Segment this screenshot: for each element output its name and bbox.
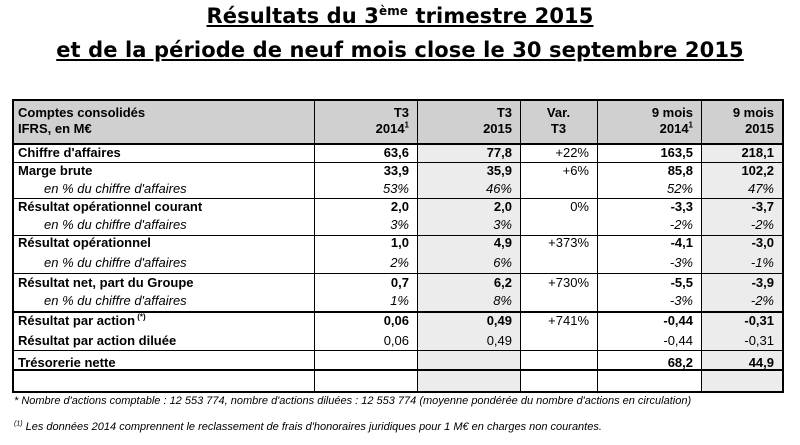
- table-cell: 53%: [382, 181, 409, 196]
- row-divider: [14, 235, 782, 236]
- table-cell: 4,9: [493, 235, 512, 250]
- table-cell: -5,5: [670, 275, 693, 290]
- table-cell: 2,0: [493, 199, 512, 214]
- footnote-1: * Nombre d'actions comptable : 12 553 77…: [14, 395, 692, 407]
- row-divider: [14, 369, 782, 371]
- table-cell: 3%: [390, 217, 409, 232]
- table-cell: 68,2: [667, 355, 693, 370]
- row-label: Résultat opérationnel: [18, 235, 151, 250]
- row-divider: [14, 273, 782, 274]
- table-cell: -2%: [669, 217, 693, 232]
- table-cell: 1,0: [390, 235, 409, 250]
- row-divider: [14, 350, 782, 351]
- table-cell: -1%: [750, 255, 774, 270]
- table-cell: 218,1: [741, 145, 774, 160]
- table-cell: 8%: [493, 293, 512, 308]
- row-divider: [14, 311, 782, 313]
- column-divider: [597, 101, 598, 391]
- row-label: en % du chiffre d'affaires: [44, 255, 187, 270]
- results-table: Comptes consolidés IFRS, en M€ T3 20141 T3 20…: [12, 99, 784, 393]
- row-label: en % du chiffre d'affaires: [44, 217, 187, 232]
- row-label: Résultat opérationnel courant: [18, 199, 203, 214]
- table-cell: +373%: [548, 235, 589, 250]
- column-divider: [314, 101, 315, 391]
- table-cell: -3,3: [670, 199, 693, 214]
- table-cell: 35,9: [486, 163, 512, 178]
- table-cell: 44,9: [748, 355, 774, 370]
- table-cell: +730%: [548, 275, 589, 290]
- row-label: Trésorerie nette: [18, 355, 116, 370]
- column-divider: [520, 101, 521, 391]
- table-cell: -3,9: [751, 275, 774, 290]
- table-cell: -2%: [750, 293, 774, 308]
- table-cell: -3,7: [751, 199, 774, 214]
- table-cell: +6%: [562, 163, 589, 178]
- row-label: Chiffre d'affaires: [18, 145, 121, 160]
- table-cell: 0,06: [383, 333, 409, 348]
- table-cell: -0,31: [744, 313, 774, 328]
- table-cell: -3%: [669, 293, 693, 308]
- table-cell: 0,06: [383, 313, 409, 328]
- header-col-2: T3 2015: [483, 105, 512, 136]
- table-cell: 63,6: [383, 145, 409, 160]
- header-col-5: 9 mois 2015: [732, 105, 774, 136]
- table-cell: -3,0: [751, 235, 774, 250]
- table-cell: 6,2: [493, 275, 512, 290]
- header-label: Comptes consolidés IFRS, en M€: [18, 105, 146, 136]
- row-divider: [14, 198, 782, 199]
- table-header: [14, 101, 782, 145]
- table-cell: 2,0: [390, 199, 409, 214]
- table-cell: -0,44: [663, 333, 693, 348]
- header-col-1: T3 20141: [375, 105, 409, 136]
- table-cell: -2%: [750, 217, 774, 232]
- table-cell: 47%: [747, 181, 774, 196]
- table-cell: 0,49: [486, 333, 512, 348]
- table-cell: +22%: [555, 145, 589, 160]
- header-col-4: 9 mois 20141: [651, 105, 693, 136]
- table-cell: 33,9: [383, 163, 409, 178]
- row-label: Résultat par action diluée: [18, 333, 177, 348]
- table-cell: +741%: [548, 313, 589, 328]
- table-cell: 0,49: [486, 313, 512, 328]
- table-cell: 2%: [390, 255, 409, 270]
- table-cell: 163,5: [660, 145, 693, 160]
- row-label: en % du chiffre d'affaires: [44, 293, 187, 308]
- table-cell: 46%: [485, 181, 512, 196]
- table-cell: 52%: [666, 181, 693, 196]
- table-cell: 1%: [390, 293, 409, 308]
- title-line-2: et de la période de neuf mois close le 3…: [56, 38, 744, 62]
- table-cell: -4,1: [670, 235, 693, 250]
- title-line-1: Résultats du 3ème trimestre 2015: [206, 4, 594, 28]
- table-cell: -0,44: [663, 313, 693, 328]
- header-col-3: Var. T3: [546, 105, 571, 136]
- table-cell: 0,7: [390, 275, 409, 290]
- row-label: en % du chiffre d'affaires: [44, 181, 187, 196]
- table-cell: 85,8: [667, 163, 693, 178]
- column-divider: [417, 101, 418, 391]
- footnote-2: (1) Les données 2014 comprennent le recl…: [14, 420, 602, 433]
- column-divider: [701, 101, 702, 391]
- row-label: Résultat net, part du Groupe: [18, 275, 194, 290]
- table-cell: 3%: [493, 217, 512, 232]
- table-cell: -0,31: [744, 333, 774, 348]
- row-divider: [14, 162, 782, 163]
- row-label: Résultat par action (*): [18, 312, 146, 328]
- table-cell: 102,2: [741, 163, 774, 178]
- row-label: Marge brute: [18, 163, 93, 178]
- table-cell: 6%: [493, 255, 512, 270]
- table-cell: 77,8: [486, 145, 512, 160]
- table-cell: -3%: [669, 255, 693, 270]
- table-cell: 0%: [570, 199, 589, 214]
